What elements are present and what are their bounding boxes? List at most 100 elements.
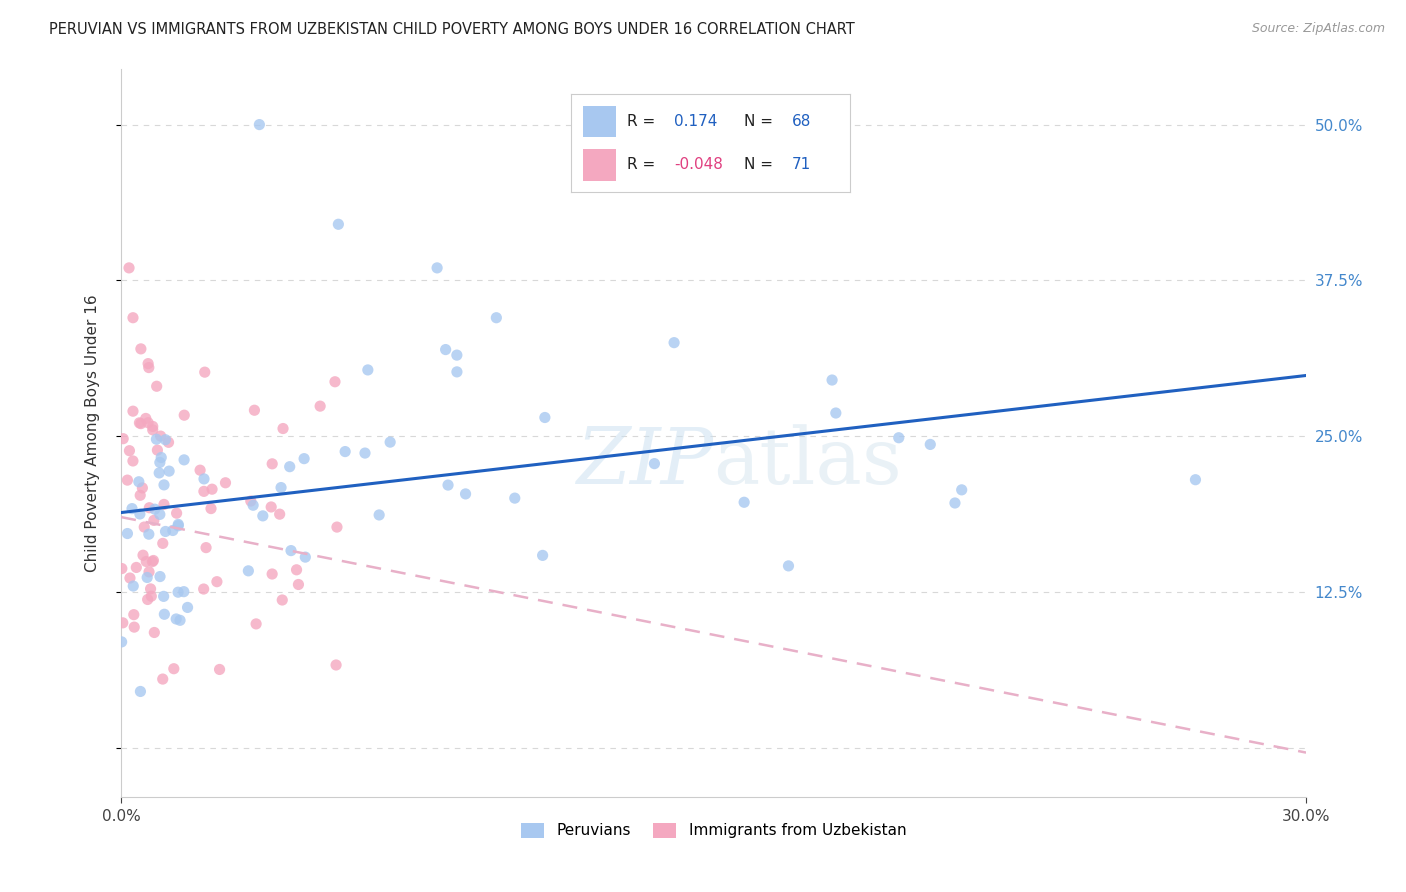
Point	[138, 527, 160, 541]
Point	[193, 484, 215, 499]
Point	[239, 494, 262, 508]
Legend: Peruvians, Immigrants from Uzbekistan: Peruvians, Immigrants from Uzbekistan	[515, 817, 912, 845]
Point	[139, 582, 162, 596]
Point	[280, 543, 302, 558]
Point	[135, 554, 157, 568]
Point	[152, 672, 174, 686]
Point	[111, 615, 134, 630]
Point	[643, 457, 665, 471]
Point	[167, 585, 190, 599]
Point	[173, 408, 195, 422]
Point	[188, 463, 211, 477]
Point	[1184, 473, 1206, 487]
Point	[145, 379, 167, 393]
Point	[271, 421, 294, 435]
Text: ZIP: ZIP	[576, 424, 714, 500]
Point	[146, 443, 169, 458]
Point	[142, 423, 165, 437]
Point	[437, 478, 460, 492]
Point	[269, 507, 291, 521]
Y-axis label: Child Poverty Among Boys Under 16: Child Poverty Among Boys Under 16	[86, 294, 100, 572]
Point	[323, 375, 346, 389]
Point	[454, 487, 477, 501]
Point	[118, 443, 141, 458]
Point	[153, 607, 176, 622]
Point	[138, 500, 160, 515]
Point	[194, 365, 217, 379]
Point	[141, 555, 163, 569]
Point	[129, 488, 152, 502]
Point	[173, 453, 195, 467]
Point	[326, 520, 349, 534]
Point	[503, 491, 526, 505]
Point	[111, 561, 134, 575]
Point	[368, 508, 391, 522]
Point	[446, 365, 468, 379]
Point	[149, 455, 172, 469]
Point	[378, 435, 401, 450]
Point	[195, 541, 218, 555]
Point	[287, 577, 309, 591]
Point	[193, 582, 215, 596]
Point	[534, 410, 557, 425]
Point	[270, 481, 292, 495]
Point	[121, 501, 143, 516]
Point	[166, 506, 188, 520]
Point	[143, 625, 166, 640]
Point	[163, 662, 186, 676]
Point	[143, 502, 166, 516]
Point	[149, 569, 172, 583]
Point	[138, 360, 160, 375]
Point	[333, 444, 356, 458]
Point	[260, 500, 283, 514]
Point	[111, 635, 134, 649]
Point	[145, 432, 167, 446]
Point	[128, 475, 150, 489]
Point	[214, 475, 236, 490]
Point	[242, 498, 264, 512]
Point	[142, 553, 165, 567]
Point	[824, 406, 846, 420]
Point	[920, 437, 942, 451]
Point	[354, 446, 377, 460]
Point	[152, 536, 174, 550]
Point	[128, 507, 150, 521]
Point	[733, 495, 755, 509]
Point	[887, 431, 910, 445]
Point	[446, 348, 468, 362]
Point	[128, 416, 150, 430]
Point	[136, 416, 159, 430]
Point	[155, 524, 177, 539]
Point	[243, 403, 266, 417]
Point	[118, 571, 141, 585]
Point	[155, 433, 177, 447]
Point	[165, 612, 187, 626]
Point	[135, 411, 157, 425]
Point	[129, 417, 152, 431]
Text: Source: ZipAtlas.com: Source: ZipAtlas.com	[1251, 22, 1385, 36]
Point	[136, 570, 159, 584]
Point	[122, 404, 145, 418]
Point	[149, 429, 172, 443]
Point	[129, 684, 152, 698]
Point	[262, 566, 284, 581]
Point	[129, 342, 152, 356]
Point	[325, 657, 347, 672]
Point	[112, 432, 135, 446]
Point	[245, 616, 267, 631]
Point	[285, 563, 308, 577]
Point	[157, 435, 180, 450]
Point	[122, 579, 145, 593]
Point	[208, 663, 231, 677]
Point	[142, 419, 165, 434]
Point	[131, 481, 153, 495]
Point	[153, 478, 176, 492]
Point	[205, 574, 228, 589]
Point	[821, 373, 844, 387]
Point	[148, 466, 170, 480]
Point	[531, 549, 554, 563]
Point	[247, 118, 270, 132]
Point	[153, 498, 176, 512]
Point	[201, 482, 224, 496]
Point	[125, 560, 148, 574]
